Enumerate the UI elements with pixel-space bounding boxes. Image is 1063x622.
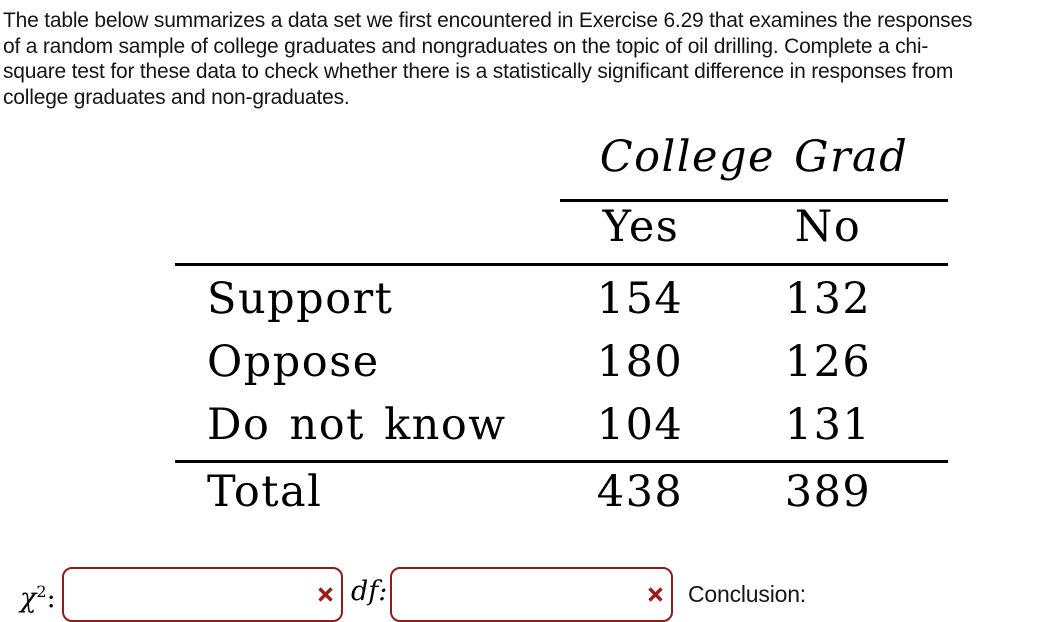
problem-line: of a random sample of college graduates … [3, 34, 929, 58]
cell-value: 389 [784, 467, 872, 517]
row-label: Support [207, 274, 394, 324]
chi-exponent: 2 [36, 582, 47, 601]
df-input[interactable] [396, 573, 645, 613]
cell-value: 131 [784, 400, 872, 450]
df-answer-box [390, 567, 673, 622]
group-header-rule [560, 199, 948, 202]
chi-square-input[interactable] [68, 573, 315, 613]
cell-value: 104 [596, 400, 684, 450]
row-label: Oppose [207, 337, 380, 387]
problem-statement: The table below summarizes a data set we… [3, 8, 1061, 110]
chi-square-answer-box [62, 567, 343, 622]
row-label: Total [207, 467, 323, 517]
total-rule [175, 460, 948, 463]
column-header-yes: Yes [602, 202, 680, 252]
cell-value: 132 [784, 274, 872, 324]
incorrect-x-icon [317, 586, 334, 603]
row-label: Do not know [207, 400, 507, 450]
problem-line: square test for these data to check whet… [3, 60, 954, 83]
chi-symbol: χ [20, 583, 37, 614]
table-top-rule [175, 263, 948, 266]
cell-value: 154 [596, 274, 684, 324]
problem-line: The table below summarizes a data set we… [3, 9, 973, 32]
conclusion-label: Conclusion: [688, 581, 806, 607]
chi-colon: : [46, 583, 56, 614]
incorrect-x-icon [647, 586, 664, 603]
df-label: df: [351, 576, 388, 607]
cell-value: 126 [784, 337, 872, 387]
cell-value: 180 [596, 337, 684, 387]
cell-value: 438 [596, 467, 684, 517]
chi-square-label: χ2: [20, 578, 56, 612]
problem-line: college graduates and non-graduates. [3, 85, 350, 109]
table-group-header: College Grad [599, 132, 909, 182]
column-header-no: No [794, 202, 862, 252]
